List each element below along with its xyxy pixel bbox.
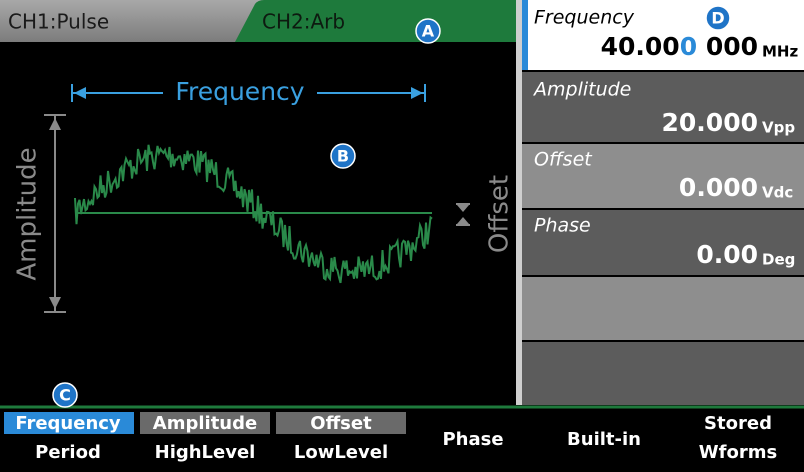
param-unit: MHz <box>762 43 798 61</box>
param-label: Frequency <box>534 7 635 29</box>
param-value: 20.000 <box>662 108 758 137</box>
softkey-label: Wforms <box>699 442 777 463</box>
param-unit: Vdc <box>762 184 793 202</box>
amplitude-label: Amplitude <box>13 147 43 280</box>
softkey-label: LowLevel <box>294 442 388 463</box>
param-box <box>522 277 804 340</box>
marker-letter: C <box>59 386 71 405</box>
marker-letter: B <box>337 147 349 166</box>
param-value: 40.000 000 <box>601 32 758 61</box>
softkey-label: Offset <box>310 413 372 434</box>
softkey-label: Amplitude <box>153 413 257 434</box>
param-box <box>522 342 804 405</box>
param-value-part: 000 <box>697 32 758 61</box>
softkey-label: HighLevel <box>155 442 256 463</box>
softkey-label: Stored <box>704 413 772 434</box>
marker-letter: A <box>422 22 435 41</box>
screen: CH1:Pulse CH2:Arb Frequency Amplitude Of… <box>0 0 804 472</box>
param-value-part: 40.00 <box>601 32 680 61</box>
softkey-label: Frequency <box>15 413 121 434</box>
param-value: 0.000 <box>679 173 758 202</box>
param-value: 0.00 <box>696 240 758 269</box>
param-unit: Deg <box>762 251 795 269</box>
parameter-panel: Frequency 40.000 000 MHz Amplitude 20.00… <box>522 0 804 405</box>
tab-label[interactable]: CH2:Arb <box>262 10 345 34</box>
param-unit: Vpp <box>762 119 795 137</box>
frequency-label: Frequency <box>175 77 304 106</box>
softkey-label: Period <box>35 442 101 463</box>
offset-label: Offset <box>485 175 515 253</box>
param-label: Amplitude <box>532 79 631 101</box>
param-label: Phase <box>534 215 591 237</box>
param-label: Offset <box>534 149 593 171</box>
marker-letter: D <box>711 9 724 28</box>
tab-label[interactable]: CH1:Pulse <box>8 10 109 34</box>
divider <box>516 0 522 405</box>
softkey-label: Phase <box>442 429 503 450</box>
focus-bar <box>522 0 528 70</box>
param-value-part: 0 <box>680 32 697 61</box>
softkey-label: Built-in <box>567 429 641 450</box>
